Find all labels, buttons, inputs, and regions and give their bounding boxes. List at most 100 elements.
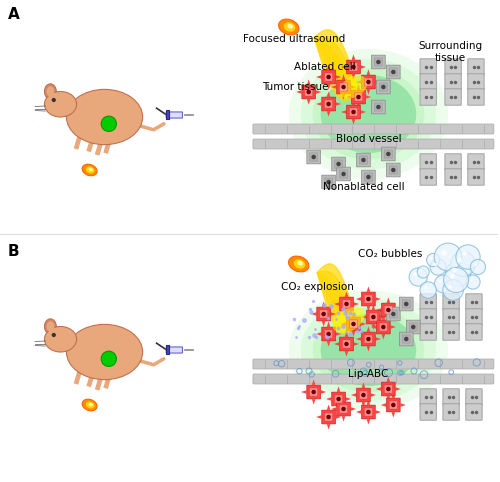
FancyBboxPatch shape — [302, 85, 316, 99]
Polygon shape — [301, 390, 306, 394]
Polygon shape — [352, 54, 356, 60]
FancyBboxPatch shape — [350, 108, 358, 116]
Ellipse shape — [340, 76, 367, 98]
Polygon shape — [316, 75, 322, 79]
Text: Tumor tissue: Tumor tissue — [262, 82, 328, 92]
Circle shape — [326, 75, 331, 79]
FancyBboxPatch shape — [324, 100, 332, 108]
Circle shape — [420, 282, 436, 298]
FancyBboxPatch shape — [389, 68, 398, 76]
FancyBboxPatch shape — [386, 65, 400, 79]
FancyBboxPatch shape — [443, 404, 459, 420]
FancyBboxPatch shape — [420, 404, 436, 420]
FancyBboxPatch shape — [466, 324, 482, 340]
Circle shape — [386, 152, 390, 156]
FancyBboxPatch shape — [400, 297, 413, 311]
Text: Lip-ABC: Lip-ABC — [348, 369, 389, 379]
Polygon shape — [352, 311, 356, 317]
FancyBboxPatch shape — [445, 154, 461, 170]
FancyBboxPatch shape — [374, 58, 382, 66]
FancyBboxPatch shape — [443, 389, 459, 405]
FancyBboxPatch shape — [336, 402, 350, 416]
FancyBboxPatch shape — [356, 153, 370, 167]
Ellipse shape — [289, 49, 448, 179]
FancyBboxPatch shape — [466, 294, 482, 310]
Circle shape — [52, 98, 56, 102]
FancyBboxPatch shape — [376, 80, 390, 94]
FancyBboxPatch shape — [310, 388, 318, 396]
Circle shape — [404, 337, 408, 341]
Polygon shape — [376, 297, 381, 301]
FancyBboxPatch shape — [372, 100, 385, 114]
Polygon shape — [307, 99, 310, 105]
FancyBboxPatch shape — [445, 89, 461, 105]
FancyBboxPatch shape — [334, 160, 342, 168]
Polygon shape — [342, 416, 345, 422]
Polygon shape — [392, 392, 395, 398]
FancyBboxPatch shape — [322, 327, 336, 341]
Polygon shape — [362, 402, 365, 408]
Ellipse shape — [86, 402, 94, 408]
FancyBboxPatch shape — [466, 404, 482, 420]
FancyBboxPatch shape — [382, 303, 395, 317]
Circle shape — [470, 259, 486, 275]
FancyBboxPatch shape — [362, 75, 375, 89]
Circle shape — [446, 261, 470, 287]
Polygon shape — [316, 90, 321, 94]
Circle shape — [352, 322, 356, 326]
Polygon shape — [356, 337, 362, 341]
Ellipse shape — [278, 19, 299, 35]
Polygon shape — [356, 84, 360, 90]
FancyBboxPatch shape — [366, 310, 380, 324]
Text: Blood vessel: Blood vessel — [336, 134, 401, 144]
Polygon shape — [346, 397, 351, 401]
Circle shape — [361, 393, 366, 397]
Polygon shape — [336, 75, 341, 79]
FancyBboxPatch shape — [389, 310, 398, 318]
Ellipse shape — [44, 92, 76, 117]
Polygon shape — [352, 119, 356, 125]
Ellipse shape — [82, 399, 97, 411]
FancyBboxPatch shape — [372, 55, 385, 69]
FancyBboxPatch shape — [340, 405, 347, 413]
Circle shape — [366, 175, 370, 179]
FancyBboxPatch shape — [468, 59, 484, 75]
Polygon shape — [307, 80, 310, 85]
Circle shape — [411, 325, 416, 329]
FancyBboxPatch shape — [332, 157, 345, 171]
FancyBboxPatch shape — [380, 323, 388, 331]
FancyBboxPatch shape — [382, 147, 395, 161]
Polygon shape — [337, 387, 340, 392]
Polygon shape — [336, 415, 341, 419]
Polygon shape — [366, 69, 370, 75]
Polygon shape — [327, 92, 330, 97]
FancyBboxPatch shape — [386, 398, 400, 412]
Polygon shape — [360, 322, 366, 326]
Polygon shape — [396, 387, 401, 391]
Polygon shape — [356, 410, 362, 414]
Polygon shape — [370, 393, 376, 397]
Polygon shape — [322, 301, 326, 307]
FancyBboxPatch shape — [468, 154, 484, 170]
Circle shape — [456, 245, 480, 269]
Polygon shape — [327, 404, 330, 410]
Circle shape — [326, 415, 331, 419]
FancyBboxPatch shape — [420, 294, 436, 310]
Circle shape — [371, 315, 376, 319]
FancyBboxPatch shape — [402, 300, 410, 308]
Circle shape — [376, 105, 380, 109]
Circle shape — [424, 286, 428, 289]
FancyBboxPatch shape — [324, 73, 332, 81]
Ellipse shape — [284, 22, 296, 32]
Polygon shape — [322, 321, 326, 327]
Circle shape — [450, 252, 475, 276]
Circle shape — [52, 333, 56, 337]
Circle shape — [462, 251, 467, 256]
FancyBboxPatch shape — [362, 405, 375, 419]
Text: Focused ultrasound: Focused ultrasound — [242, 34, 345, 44]
FancyBboxPatch shape — [334, 395, 342, 403]
Circle shape — [466, 275, 480, 289]
FancyBboxPatch shape — [332, 392, 345, 406]
FancyBboxPatch shape — [317, 307, 330, 321]
FancyBboxPatch shape — [466, 389, 482, 405]
